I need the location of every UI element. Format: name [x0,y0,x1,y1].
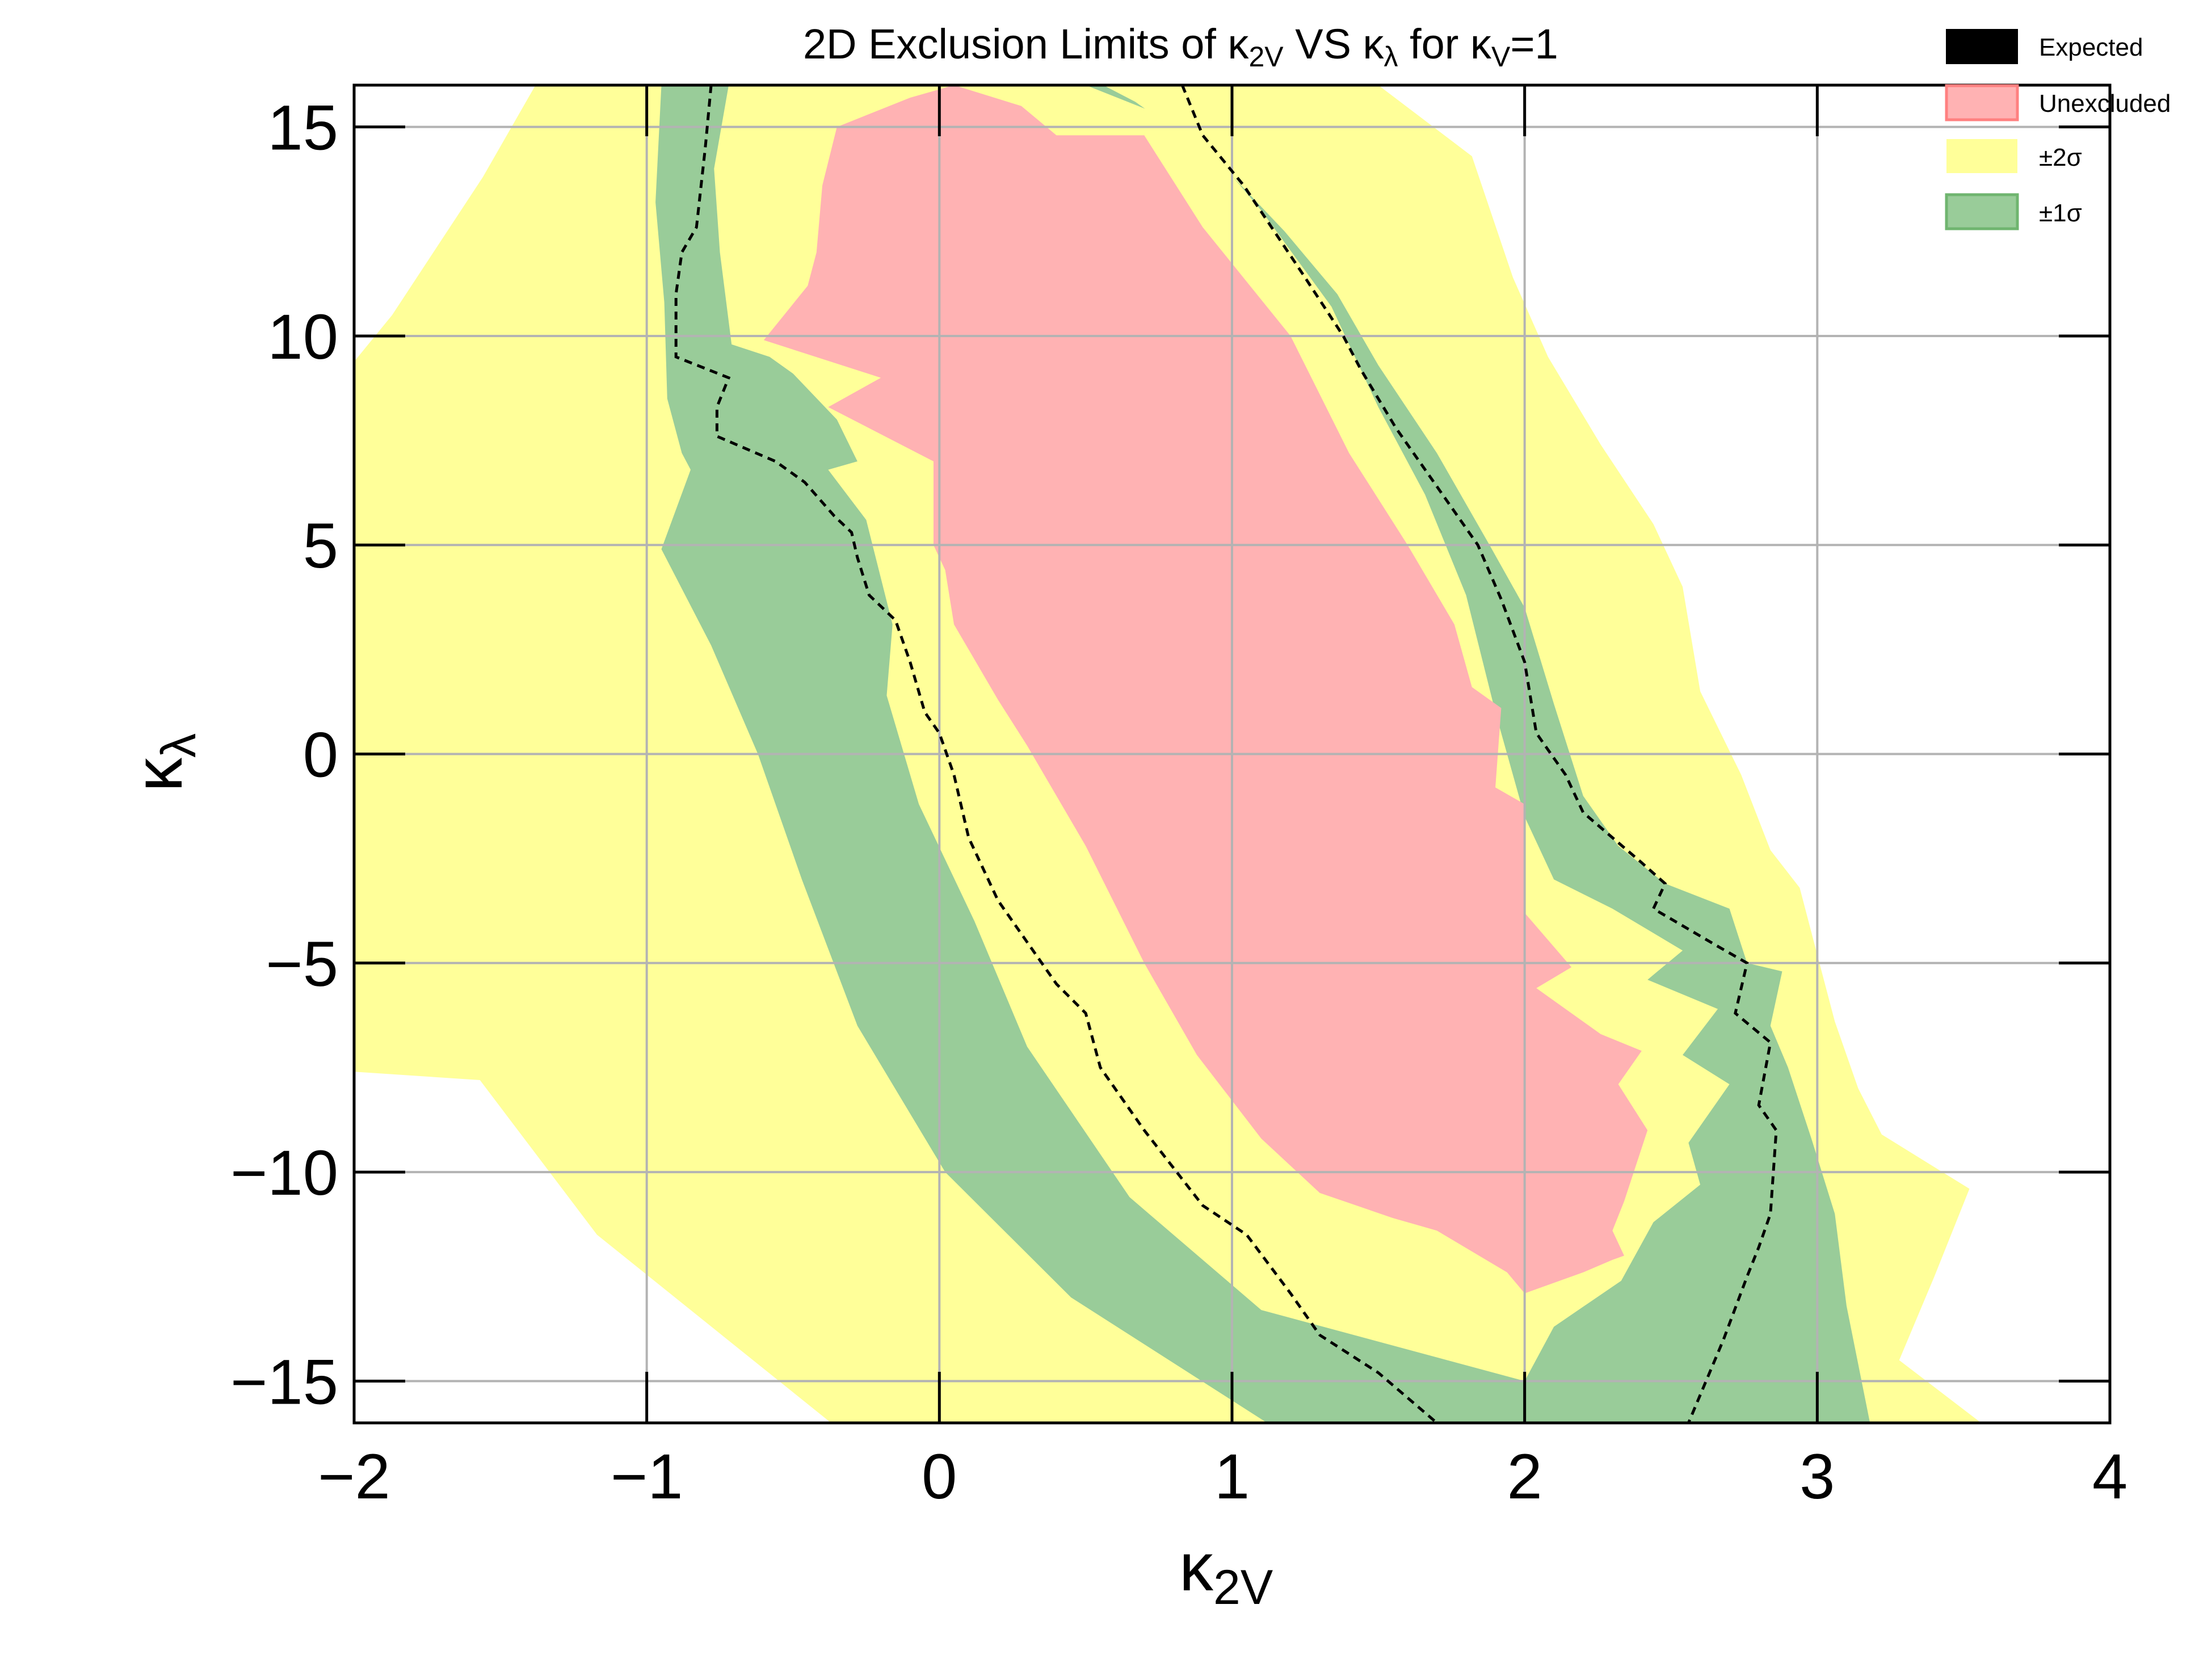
y-tick-label-1: −10 [230,1137,338,1208]
y-tick-label-0: −15 [230,1346,338,1417]
legend-label-expected: Expected [2039,33,2143,61]
region-unexcluded-3 [763,85,1648,1293]
legend-label-1sigma: ±1σ [2039,199,2082,227]
y-tick-label-5: 10 [267,301,338,372]
y-tick-label-4: 5 [303,510,338,581]
legend-label-unexcluded: Unexcluded [2039,90,2171,117]
x-tick-labels: −2 −1 0 1 2 3 4 [318,1441,2127,1512]
legend-swatch-2sigma [1946,139,2017,173]
x-tick-label-0: −2 [318,1441,390,1512]
legend-swatch-expected [1946,29,2018,64]
y-tick-label-2: −5 [266,929,338,999]
x-tick-label-3: 1 [1214,1441,1250,1512]
x-tick-label-6: 4 [2092,1441,2127,1512]
x-tick-label-5: 3 [1799,1441,1835,1512]
x-axis-label: κ2V [1179,1529,1273,1615]
y-axis-label: κλ [120,733,206,792]
ticks-layer [352,85,2112,1423]
x-tick-label-1: −1 [611,1441,683,1512]
expected-lines-layer [674,85,1778,1423]
legend-swatch-1sigma [1945,193,2019,230]
chart-title: 2D Exclusion Limits of κ2V VS κλ for κV=… [803,20,1558,73]
legend-swatch-unexcluded [1945,84,2019,121]
x-tick-label-4: 2 [1507,1441,1542,1512]
x-tick-label-2: 0 [922,1441,957,1512]
legend-label-2sigma: ±2σ [2039,144,2082,171]
y-tick-label-6: 15 [267,93,338,163]
expected-line-1 [1180,85,1778,1423]
expected-line-0 [674,85,1438,1423]
y-tick-labels: −15 −10 −5 0 5 10 15 [230,93,338,1418]
legend: Expected Unexcluded ±2σ ±1σ [1945,29,2171,230]
y-tick-label-3: 0 [303,720,338,791]
